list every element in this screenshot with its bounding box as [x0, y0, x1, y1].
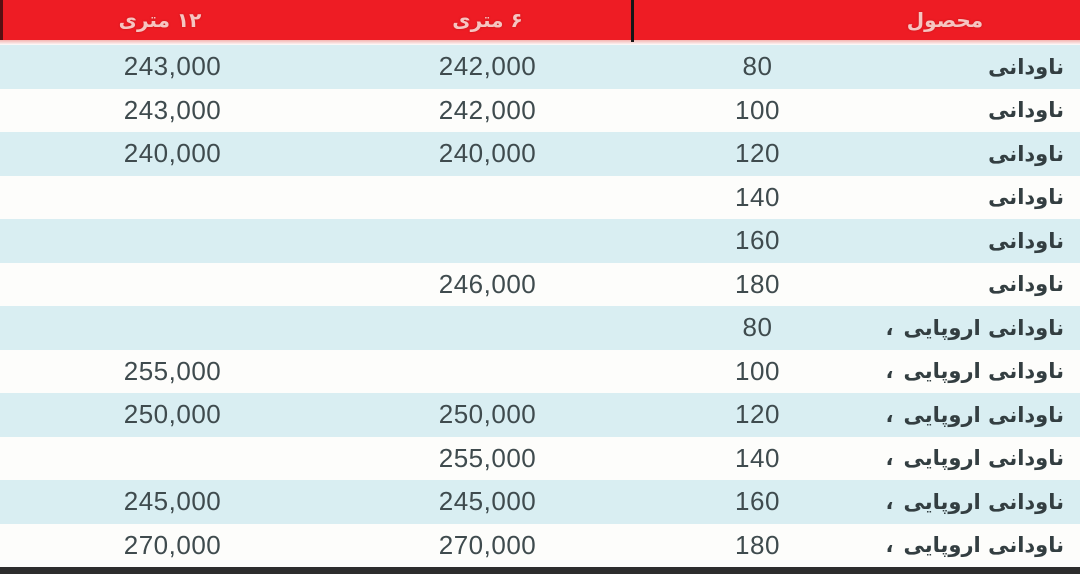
- header-col-12m: ۱۲ متری: [118, 8, 202, 32]
- price-6m-cell: 245,000: [438, 486, 537, 517]
- price-12m-cell: [0, 306, 345, 350]
- price-12m-cell: 255,000: [123, 355, 222, 386]
- price-6m-cell: [315, 176, 660, 220]
- product-name: ناودانی اروپایی: [903, 402, 1064, 427]
- price-6m-cell: [315, 350, 660, 394]
- price-12m-cell: 243,000: [123, 94, 222, 125]
- product-cell: ناودانی اروپایی ،: [740, 306, 1064, 350]
- size-cell: 80: [742, 51, 773, 82]
- product-cell: ناودانی: [740, 219, 1064, 263]
- product-name: ناودانی اروپایی: [903, 446, 1064, 471]
- size-cell: 100: [735, 355, 780, 386]
- price-12m-cell: 240,000: [123, 138, 222, 169]
- table-row: 240,000 240,000 120 ناودانی: [0, 132, 1080, 176]
- product-name: ناودانی: [988, 141, 1064, 166]
- price-6m-cell: 255,000: [438, 442, 537, 473]
- size-cell: 120: [735, 138, 780, 169]
- price-6m-cell: 242,000: [438, 51, 537, 82]
- price-12m-cell: [0, 437, 345, 481]
- size-cell: 180: [735, 529, 780, 560]
- product-name: ناودانی: [988, 98, 1064, 123]
- table-row: 255,000 140 ناودانی اروپایی ،: [0, 436, 1080, 481]
- price-12m-cell: 245,000: [123, 486, 222, 517]
- table-row: 140 ناودانی: [0, 175, 1080, 220]
- product-trailing-mark: ،: [885, 489, 894, 514]
- product-cell: ناودانی: [740, 132, 1064, 176]
- price-12m-cell: [0, 219, 345, 263]
- price-6m-cell: 242,000: [438, 94, 537, 125]
- table-body: 243,000 242,000 80 ناودانی 243,000 242,0…: [0, 45, 1080, 567]
- product-name: ناودانی اروپایی: [903, 533, 1064, 558]
- product-cell: ناودانی اروپایی ،: [740, 350, 1064, 394]
- product-name: ناودانی اروپایی: [903, 489, 1064, 514]
- table-bottom-border: [0, 567, 1080, 574]
- product-cell: ناودانی اروپایی ،: [740, 524, 1064, 568]
- product-trailing-mark: ،: [885, 446, 894, 471]
- price-6m-cell: [315, 306, 660, 350]
- price-6m-cell: 240,000: [438, 138, 537, 169]
- header-underline: [0, 40, 1080, 45]
- table-row: 243,000 242,000 80 ناودانی: [0, 45, 1080, 89]
- product-name: ناودانی: [988, 185, 1064, 210]
- price-12m-cell: [0, 176, 345, 220]
- header-col-product: محصول: [906, 8, 984, 32]
- table-row: 255,000 100 ناودانی اروپایی ،: [0, 349, 1080, 394]
- header-left-edge: [0, 0, 3, 40]
- product-cell: ناودانی اروپایی ،: [740, 393, 1064, 437]
- table-header: ۱۲ متری ۶ متری محصول: [0, 0, 1080, 42]
- header-col-6m: ۶ متری: [452, 8, 523, 32]
- table-row: 245,000 245,000 160 ناودانی اروپایی ،: [0, 480, 1080, 524]
- size-cell: 160: [735, 225, 780, 256]
- price-12m-cell: 270,000: [123, 529, 222, 560]
- product-cell: ناودانی اروپایی ،: [740, 480, 1064, 524]
- product-name: ناودانی اروپایی: [903, 359, 1064, 384]
- table-row: 270,000 270,000 180 ناودانی اروپایی ،: [0, 523, 1080, 568]
- size-cell: 140: [735, 181, 780, 212]
- price-12m-cell: [0, 263, 345, 307]
- size-cell: 80: [742, 312, 773, 343]
- size-cell: 180: [735, 268, 780, 299]
- price-12m-cell: 243,000: [123, 51, 222, 82]
- product-name: ناودانی: [988, 228, 1064, 253]
- product-cell: ناودانی: [740, 45, 1064, 89]
- table-row: 250,000 250,000 120 ناودانی اروپایی ،: [0, 393, 1080, 437]
- product-trailing-mark: ،: [885, 533, 894, 558]
- price-6m-cell: [315, 219, 660, 263]
- product-cell: ناودانی: [740, 89, 1064, 133]
- product-trailing-mark: ،: [885, 315, 894, 340]
- price-12m-cell: 250,000: [123, 399, 222, 430]
- product-name: ناودانی: [988, 54, 1064, 79]
- product-trailing-mark: ،: [885, 402, 894, 427]
- product-cell: ناودانی: [740, 263, 1064, 307]
- table-row: 243,000 242,000 100 ناودانی: [0, 88, 1080, 133]
- table-row: 80 ناودانی اروپایی ،: [0, 306, 1080, 350]
- size-cell: 100: [735, 94, 780, 125]
- size-cell: 160: [735, 486, 780, 517]
- product-cell: ناودانی اروپایی ،: [740, 437, 1064, 481]
- product-cell: ناودانی: [740, 176, 1064, 220]
- product-name: ناودانی اروپایی: [903, 315, 1064, 340]
- table-row: 160 ناودانی: [0, 219, 1080, 263]
- price-6m-cell: 246,000: [438, 268, 537, 299]
- price-6m-cell: 270,000: [438, 529, 537, 560]
- product-name: ناودانی: [988, 272, 1064, 297]
- product-trailing-mark: ،: [885, 359, 894, 384]
- price-6m-cell: 250,000: [438, 399, 537, 430]
- size-cell: 120: [735, 399, 780, 430]
- table-row: 246,000 180 ناودانی: [0, 262, 1080, 307]
- size-cell: 140: [735, 442, 780, 473]
- header-divider: [631, 0, 634, 42]
